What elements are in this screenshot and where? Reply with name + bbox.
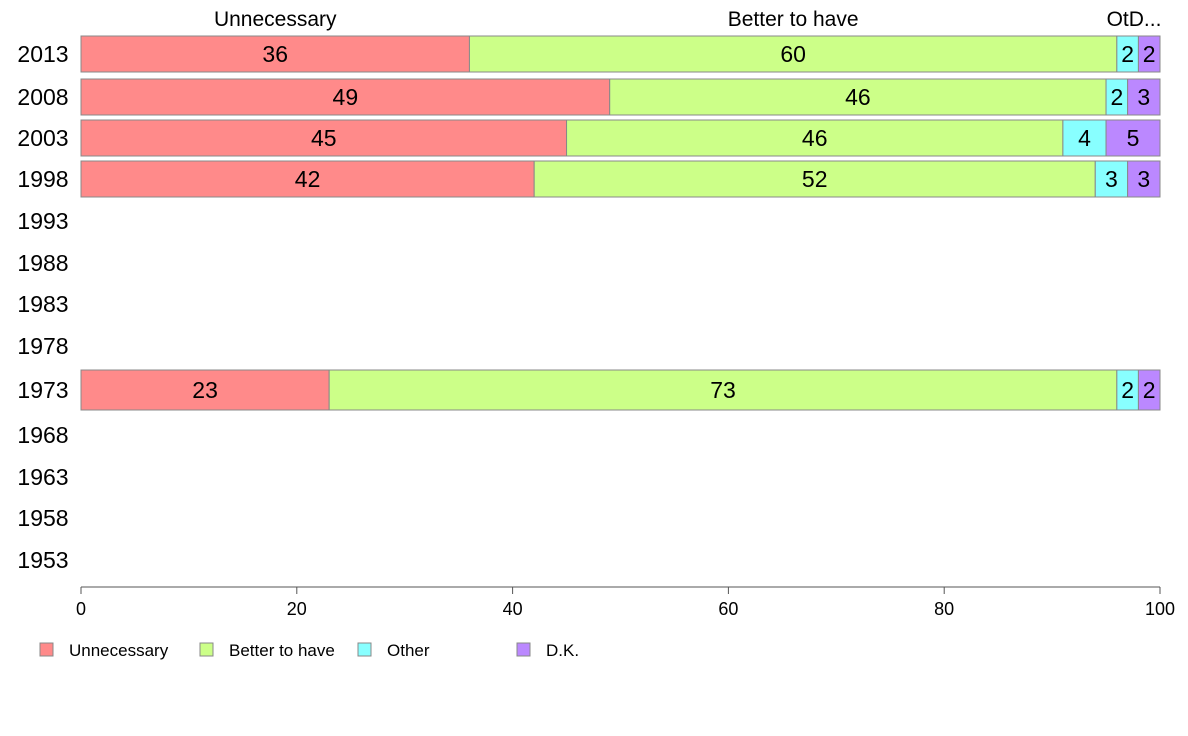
legend-swatch [516, 642, 531, 657]
bar-segment [80, 35, 470, 73]
bar-segment [609, 78, 1107, 116]
category-label: 1973 [17, 377, 68, 403]
bar-segment [80, 160, 535, 198]
category-label: 1983 [17, 291, 68, 317]
data-label: 46 [845, 84, 871, 110]
data-label: 46 [802, 125, 828, 151]
legend-swatch [199, 642, 214, 657]
category-label: 1993 [17, 208, 68, 234]
x-axis: 0 20 40 60 80 100 [76, 586, 1175, 619]
top-label: OtD... [1107, 8, 1162, 31]
data-label: 2 [1121, 41, 1134, 67]
bar-segment [1062, 119, 1107, 157]
data-label: 2 [1121, 377, 1134, 403]
data-label: 2 [1143, 41, 1156, 67]
top-label-group: Unnecessary Better to have OtD... [214, 8, 1161, 31]
data-label: 60 [780, 41, 806, 67]
bar-segment [1127, 78, 1161, 116]
top-label: Better to have [728, 8, 859, 31]
data-label: 36 [262, 41, 288, 67]
category-label: 2003 [17, 125, 68, 151]
legend: Unnecessary Better to have Other D.K. [39, 641, 579, 660]
x-tick-label: 0 [76, 599, 86, 619]
data-label: 3 [1137, 84, 1150, 110]
bar-segment [1137, 35, 1161, 73]
data-label: 5 [1127, 125, 1140, 151]
legend-label: D.K. [546, 641, 579, 660]
bar-segment [80, 369, 330, 411]
bar-group: 36 60 2 249 46 2 345 46 4 542 52 3 323 73 2 2 [80, 35, 1161, 411]
legend-swatch [39, 642, 54, 657]
x-tick-label: 40 [503, 599, 523, 619]
legend-swatch [357, 642, 372, 657]
x-tick-label: 60 [718, 599, 738, 619]
category-label: 1963 [17, 464, 68, 490]
category-label: 2013 [17, 41, 68, 67]
category-label: 1998 [17, 166, 68, 192]
category-label: 1968 [17, 422, 68, 448]
data-label: 3 [1137, 166, 1150, 192]
data-label: 73 [710, 377, 736, 403]
data-label: 45 [311, 125, 337, 151]
data-label: 52 [802, 166, 828, 192]
data-label: 49 [333, 84, 359, 110]
bar-segment [328, 369, 1118, 411]
bar-segment [533, 160, 1096, 198]
x-tick-label: 100 [1145, 599, 1175, 619]
top-label: Unnecessary [214, 8, 337, 31]
category-label: 2008 [17, 84, 68, 110]
legend-label: Better to have [229, 641, 335, 660]
bar-segment [1105, 119, 1161, 157]
bar-segment [1127, 160, 1161, 198]
category-label: 1988 [17, 250, 68, 276]
bar-segment [566, 119, 1064, 157]
data-label: 2 [1110, 84, 1123, 110]
bar-segment [1137, 369, 1161, 411]
category-label: 1978 [17, 333, 68, 359]
bar-segment [80, 119, 568, 157]
category-label-group: 2013 2008 2003 1998 1993 1988 1983 1978 1973 1968… [17, 41, 68, 573]
data-label: 4 [1078, 125, 1091, 151]
category-label: 1953 [17, 547, 68, 573]
data-label: 3 [1105, 166, 1118, 192]
data-label: 23 [192, 377, 218, 403]
x-tick-label: 20 [287, 599, 307, 619]
data-label: 42 [295, 166, 321, 192]
legend-label: Unnecessary [69, 641, 169, 660]
x-tick-label: 80 [934, 599, 954, 619]
bar-segment [468, 35, 1118, 73]
category-label: 1958 [17, 505, 68, 531]
data-label: 2 [1143, 377, 1156, 403]
legend-label: Other [387, 641, 430, 660]
